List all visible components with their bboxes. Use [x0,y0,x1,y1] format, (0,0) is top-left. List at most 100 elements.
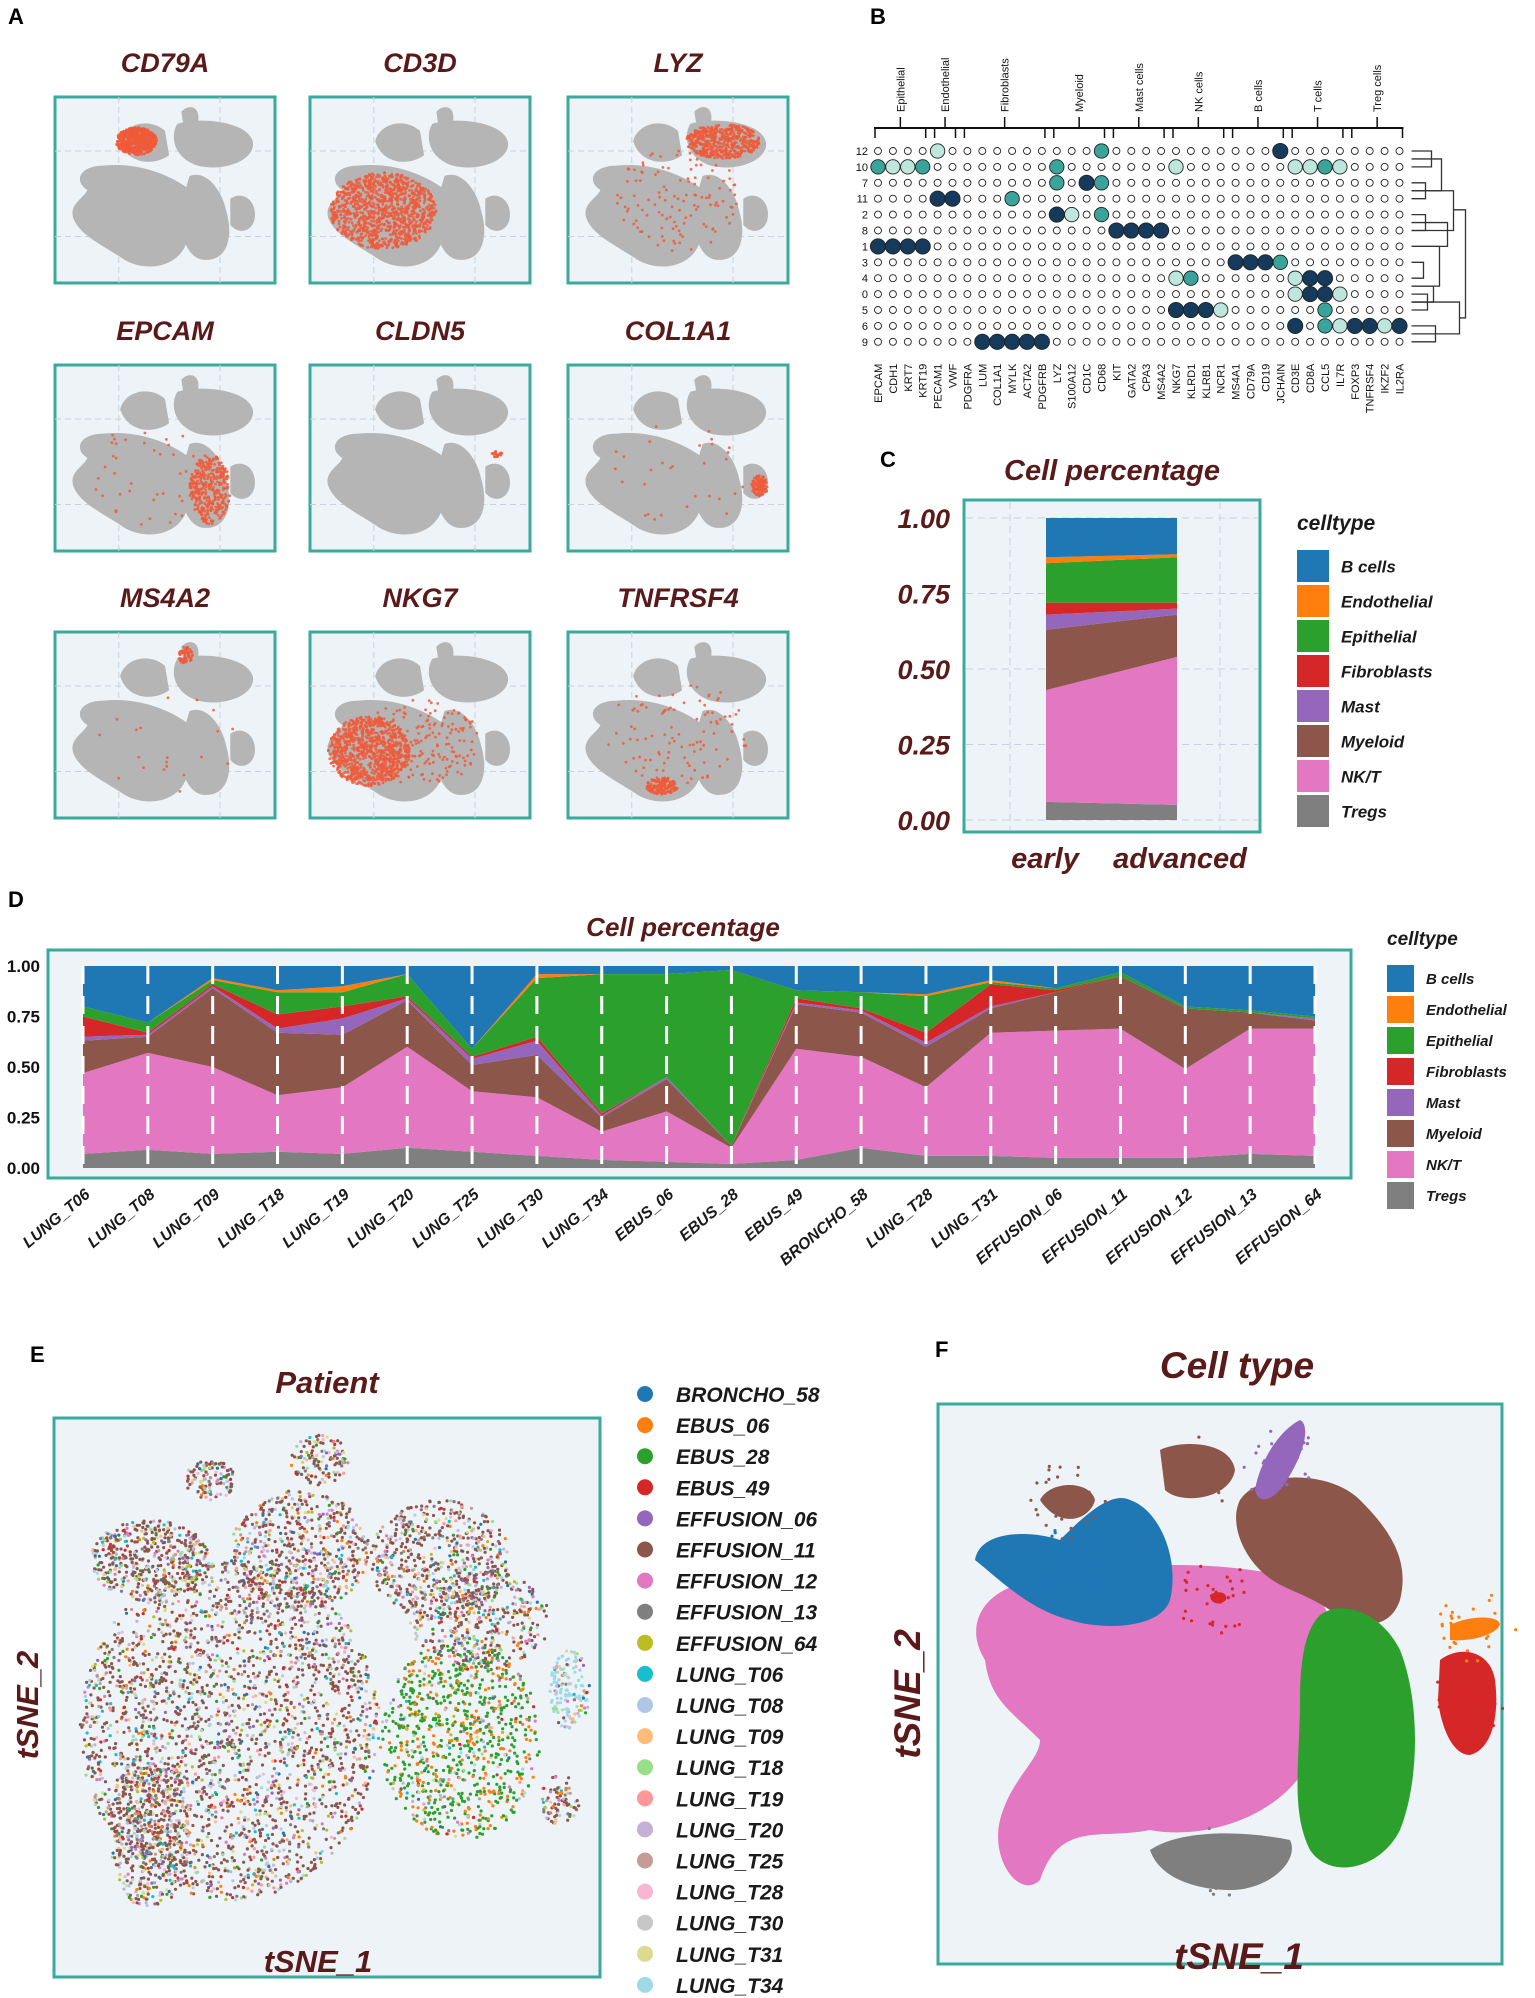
expr-dot [656,243,660,247]
expr-dot [376,199,380,203]
expr-dot [222,474,226,478]
expr-dot [399,217,403,221]
expr-dot [360,239,363,243]
expr-dot [366,784,370,787]
dot-2-LUM [978,210,987,219]
dot-6-CD1C [1082,321,1091,330]
cluster-label-6: 6 [862,321,868,333]
expr-dot [135,145,139,149]
expr-dot [732,148,735,152]
dot-4-ACTA2 [1023,274,1031,283]
expr-dot [349,739,353,742]
dot-12-CPA3 [1142,147,1151,155]
expr-dot [415,220,418,224]
expr-dot [213,498,217,502]
expr-dot [356,184,360,188]
dot-8-CD3E [1291,226,1300,235]
expr-dot [357,239,361,243]
gene-label-CD79A: CD79A [1246,363,1258,399]
dot-4-CCL5 [1316,270,1334,287]
expr-dot [464,718,468,722]
expr-dot [730,129,734,133]
expr-dot [397,759,401,763]
expr-dot [145,145,149,149]
expr-dot [390,729,394,732]
expr-dot [390,188,394,192]
dot-1-FOXP3 [1350,242,1359,251]
dot-3-KIT [1112,258,1121,267]
dot-9-IKZF2 [1380,337,1389,346]
expr-dot [215,468,218,472]
expr-dot [202,486,205,490]
expr-dot [365,231,369,235]
gene-label-IL2RA: IL2RA [1395,363,1407,394]
dot-5-NKG7 [1167,301,1185,319]
expr-dot [738,130,741,134]
gene-label-MS4A1: MS4A1 [1231,364,1243,400]
expr-dot [351,189,355,193]
expr-dot [132,136,136,140]
expr-dot [128,489,132,493]
expr-dot [422,777,426,781]
expr-dot [374,770,378,773]
cell-blob [230,195,255,231]
expr-dot [216,480,219,484]
expr-dot [197,509,201,512]
expr-dot [193,508,197,512]
expr-dot [337,746,341,749]
expr-dot [219,461,223,464]
expr-dot [358,218,361,222]
expr-dot [427,192,431,195]
expr-dot [199,513,203,516]
expr-dot [410,189,414,193]
expr-dot [695,717,699,721]
expr-dot [714,748,718,751]
expr-dot [383,191,387,195]
expr-dot [765,489,768,493]
expr-dot [347,181,351,185]
expr-dot [359,765,363,769]
expr-dot [699,149,702,153]
expr-dot [134,135,138,139]
expr-dot [376,724,379,728]
expr-dot [139,726,143,730]
dot-9-ACTA2 [1018,333,1036,350]
expr-dot [376,781,380,785]
expr-dot [641,208,644,212]
expr-dot [359,746,363,749]
expr-dot [428,733,431,737]
expr-dot [121,148,125,152]
expr-dot [371,752,375,755]
expr-dot [207,473,211,476]
dot-4-COL1A1 [993,274,1002,283]
dot-0-KLRD1 [1186,290,1195,299]
expr-dot [638,179,642,183]
expr-dot [682,701,686,705]
cluster-label-3: 3 [862,257,868,269]
expr-dot [388,724,391,727]
expr-dot [140,149,144,153]
expr-dot [350,752,354,756]
expr-dot [331,751,335,755]
expr-dot [430,199,433,203]
dot-0-TNFRSF4 [1365,290,1374,299]
expr-dot [216,729,220,733]
dot-11-MS4A2 [1157,194,1166,203]
expr-dot [398,729,402,732]
expr-dot [644,737,648,741]
expr-dot [749,138,753,142]
expr-dot [214,482,217,486]
expr-dot [345,754,348,758]
expr-dot [126,130,130,134]
expr-dot [364,224,367,228]
expr-dot [417,725,420,728]
expr-dot [195,498,198,501]
dot-7-CD68 [1093,175,1110,191]
expr-dot [385,752,389,756]
expr-dot [662,761,666,765]
expr-dot [388,214,392,218]
dot-2-PECAM1 [933,210,942,219]
expr-dot [350,221,354,225]
expr-dot [359,216,363,220]
panel-label-a: A [8,4,24,29]
